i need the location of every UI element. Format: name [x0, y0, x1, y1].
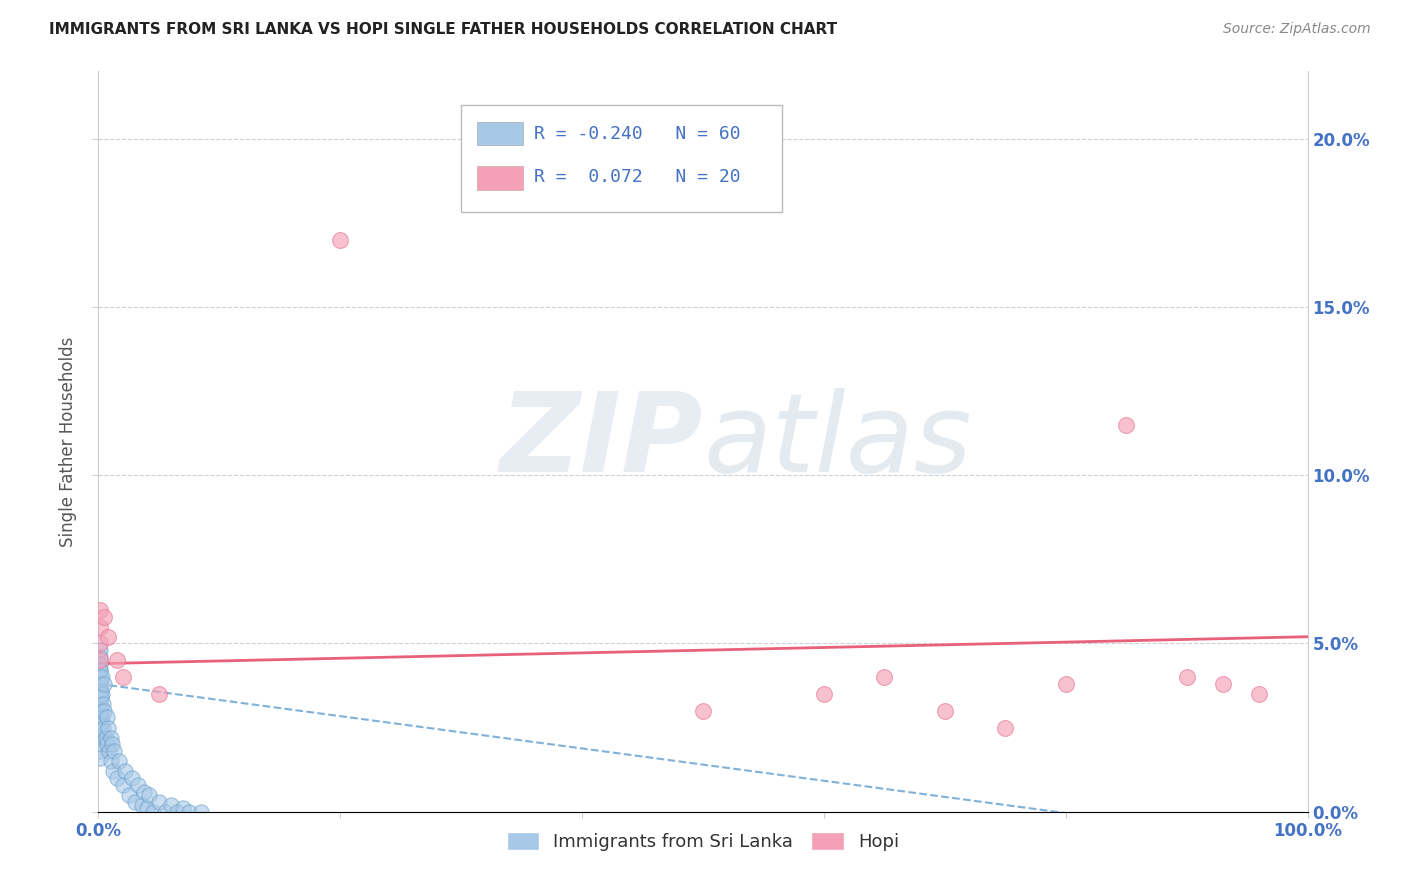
Point [1054, 677, 1077, 691]
Point [93, 704, 115, 718]
Point [1175, 670, 1198, 684]
Point [131, 797, 153, 812]
Point [89, 717, 111, 731]
Point [124, 795, 146, 809]
Text: R = -0.240   N = 60: R = -0.240 N = 60 [534, 125, 741, 144]
Point [91, 687, 114, 701]
Point [111, 670, 134, 684]
Point [96, 710, 118, 724]
Point [97, 721, 120, 735]
Point [93, 609, 115, 624]
Point [1249, 687, 1271, 701]
Point [89, 738, 111, 752]
Point [89, 731, 111, 745]
Point [94, 731, 117, 745]
Point [108, 754, 131, 768]
Point [89, 643, 111, 657]
Point [100, 738, 122, 752]
Point [89, 677, 111, 691]
Point [101, 764, 124, 779]
Point [89, 603, 111, 617]
Point [105, 771, 128, 785]
Point [98, 744, 121, 758]
Bar [477, 121, 523, 145]
Point [148, 795, 170, 809]
Point [91, 697, 114, 711]
Text: R =  0.072   N = 20: R = 0.072 N = 20 [534, 169, 741, 186]
Point [91, 670, 114, 684]
Point [873, 670, 896, 684]
Point [97, 630, 120, 644]
Point [134, 784, 156, 798]
Point [91, 721, 114, 735]
Point [190, 805, 212, 819]
Point [89, 670, 111, 684]
Point [166, 805, 188, 819]
Point [89, 657, 111, 671]
Point [1212, 677, 1234, 691]
Point [96, 738, 118, 752]
Text: atlas: atlas [703, 388, 972, 495]
Point [89, 723, 111, 738]
Point [179, 805, 201, 819]
Point [121, 771, 143, 785]
Point [89, 636, 111, 650]
Point [1115, 417, 1137, 432]
Point [89, 619, 111, 633]
Point [103, 744, 125, 758]
Point [89, 664, 111, 678]
Point [89, 649, 111, 664]
Point [93, 677, 115, 691]
Point [89, 744, 111, 758]
Point [90, 704, 112, 718]
Point [90, 690, 112, 705]
Y-axis label: Single Father Households: Single Father Households [59, 336, 77, 547]
Point [142, 805, 165, 819]
Point [89, 704, 111, 718]
Point [153, 805, 176, 819]
Point [813, 687, 835, 701]
Point [105, 653, 128, 667]
Point [90, 683, 112, 698]
Point [160, 797, 183, 812]
Point [100, 731, 122, 745]
Point [138, 788, 160, 802]
Point [148, 687, 170, 701]
Point [91, 710, 114, 724]
Point [89, 664, 111, 678]
Point [89, 653, 111, 667]
Point [118, 788, 141, 802]
Point [127, 778, 149, 792]
Point [90, 717, 112, 731]
Point [89, 697, 111, 711]
Point [100, 754, 122, 768]
Text: ZIP: ZIP [499, 388, 703, 495]
Point [329, 233, 352, 247]
Point [172, 801, 194, 815]
Point [111, 778, 134, 792]
FancyBboxPatch shape [461, 104, 782, 212]
Point [89, 751, 111, 765]
Bar [477, 166, 523, 190]
Point [89, 690, 111, 705]
Point [135, 801, 157, 815]
Point [692, 704, 714, 718]
Point [114, 764, 136, 779]
Point [89, 677, 111, 691]
Text: IMMIGRANTS FROM SRI LANKA VS HOPI SINGLE FATHER HOUSEHOLDS CORRELATION CHART: IMMIGRANTS FROM SRI LANKA VS HOPI SINGLE… [49, 22, 838, 37]
Point [994, 721, 1017, 735]
Legend: Immigrants from Sri Lanka, Hopi: Immigrants from Sri Lanka, Hopi [499, 824, 907, 858]
Point [934, 704, 956, 718]
Point [89, 683, 111, 698]
Text: Source: ZipAtlas.com: Source: ZipAtlas.com [1223, 22, 1371, 37]
Point [89, 710, 111, 724]
